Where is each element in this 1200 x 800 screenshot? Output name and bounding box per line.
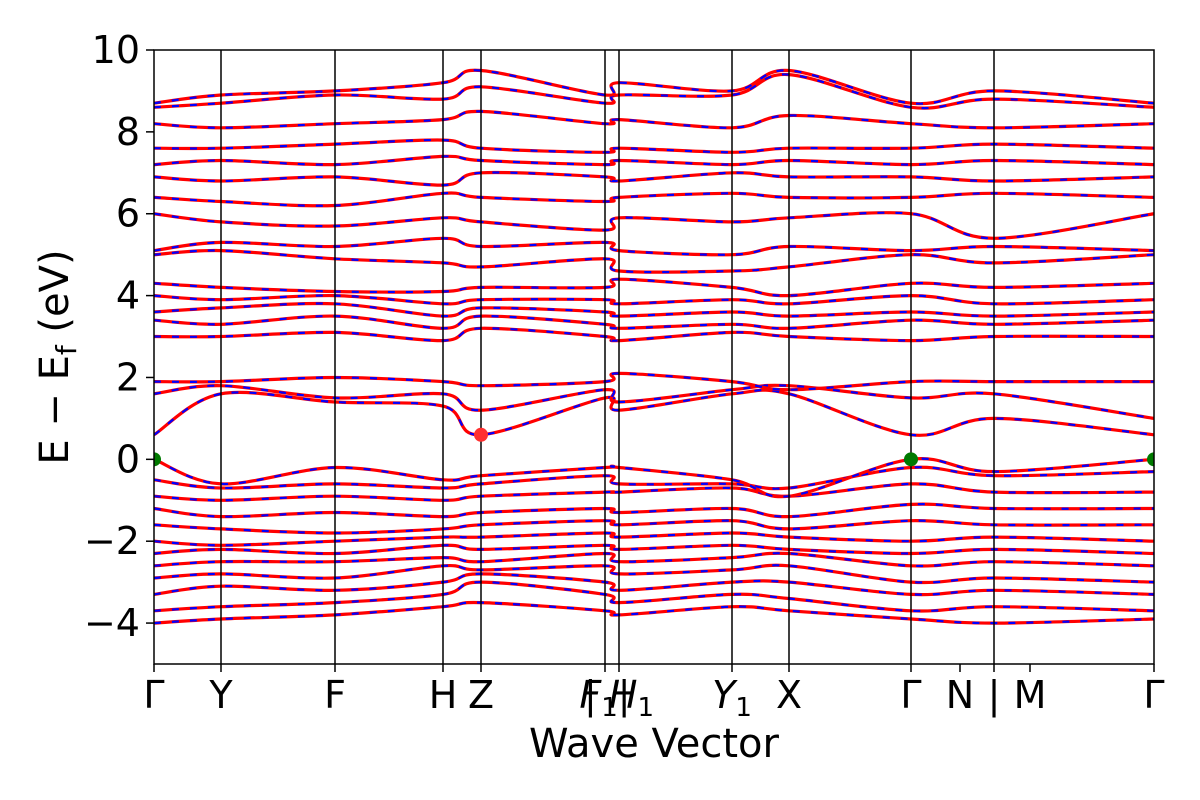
band-2-spin-down (154, 572, 1154, 596)
cbm-marker-0 (474, 427, 488, 442)
y-tick-label: 2 (116, 355, 140, 399)
x-axis-label: Wave Vector (529, 721, 780, 767)
x-tick-label: F1| (579, 673, 630, 723)
band-16-spin-down (154, 314, 1154, 330)
y-tick-label: 10 (92, 28, 140, 72)
x-axis-ticks: Γ Y F H Z F1|| H1 Y1 X Γ N | M Γ (143, 664, 1165, 723)
y-axis-ticks: −4 −2 0 2 4 6 8 10 (84, 28, 154, 645)
high-symmetry-lines (220, 50, 995, 664)
x-tick-label: Γ (1143, 673, 1164, 717)
band-26-spin-down (154, 138, 1154, 154)
vbm-marker-2 (1147, 452, 1154, 467)
x-tick-label: N (946, 673, 974, 717)
x-tick-label: Γ (900, 673, 921, 717)
y-tick-label: −4 (84, 601, 140, 645)
vbm-marker-1 (904, 452, 918, 467)
band-1-spin-down (154, 580, 1154, 613)
band-edge-markers (154, 427, 1154, 467)
x-tick-label: Z (468, 673, 494, 717)
band-11-spin-down (154, 457, 1154, 498)
band-25-spin-down (154, 155, 1154, 166)
band-18-spin-down (154, 294, 1154, 305)
y-tick-label: 6 (116, 192, 140, 236)
x-tick-label: Y (208, 673, 233, 717)
plot-frame (153, 49, 1155, 665)
x-tick-label: Γ (143, 673, 164, 717)
x-tick-label: | H1 (584, 673, 654, 723)
band-6-spin-up (154, 531, 1154, 547)
band-4-spin-down (154, 552, 1154, 568)
y-tick-label: 4 (116, 274, 140, 318)
x-tick-label: | (988, 673, 1001, 718)
band-14-spin-down (154, 372, 1154, 391)
y-axis-label: E − Ef (eV) (32, 249, 83, 464)
band-24-spin-down (154, 171, 1154, 187)
band-3-spin-down (154, 564, 1154, 584)
band-17-spin-down (154, 302, 1154, 318)
x-tick-label: H (429, 673, 458, 717)
x-tick-label: M (1014, 673, 1047, 717)
x-tick-label: Y1 (712, 673, 752, 723)
band-12-spin-down (154, 389, 1154, 437)
y-axis-label-sub: f (50, 344, 83, 355)
band-0-spin-down (154, 601, 1154, 625)
band-13-spin-down (154, 384, 1154, 420)
y-axis-label-main: E − E (32, 355, 78, 465)
y-tick-label: 8 (116, 110, 140, 154)
vbm-marker-0 (154, 452, 161, 467)
band-22-spin-down (154, 211, 1154, 240)
band-23-spin-down (154, 191, 1154, 207)
y-tick-label: −2 (84, 519, 140, 563)
band-5-spin-down (154, 544, 1154, 555)
x-tick-label: X (776, 673, 802, 717)
x-tick-label: F (324, 673, 346, 717)
band-15-spin-down (154, 327, 1154, 342)
band-20-spin-down (154, 249, 1154, 274)
y-tick-label: 0 (116, 437, 140, 481)
y-axis-label-unit: (eV) (32, 249, 78, 345)
